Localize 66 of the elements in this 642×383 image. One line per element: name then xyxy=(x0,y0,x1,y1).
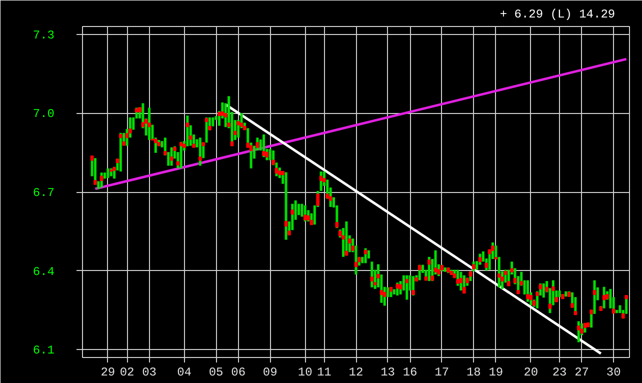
x-tick-label: 09 xyxy=(262,366,278,380)
x-tick-label: 03 xyxy=(142,366,156,380)
candlestick xyxy=(459,270,463,292)
x-tick-label: 10 xyxy=(298,366,312,380)
candlestick xyxy=(576,320,580,344)
candlestick xyxy=(462,274,466,294)
candlestick xyxy=(319,170,323,192)
x-tick-label: 02 xyxy=(120,366,134,380)
x-tick-label: 23 xyxy=(552,366,567,380)
candlestick xyxy=(456,268,460,288)
candlestick xyxy=(262,133,266,158)
candlestick xyxy=(592,279,596,316)
candlestick xyxy=(497,256,501,289)
x-tick-label: 04 xyxy=(177,366,192,380)
x-tick-label: 30 xyxy=(606,366,621,380)
y-tick-label: 6.1 xyxy=(32,344,55,358)
candlestick xyxy=(186,114,190,148)
x-tick-label: 12 xyxy=(348,366,364,380)
candlestick xyxy=(370,260,374,289)
candlestick xyxy=(418,264,422,282)
x-tick-label: 16 xyxy=(402,366,418,380)
y-tick-label: 7.3 xyxy=(32,28,55,42)
candlestick xyxy=(624,294,628,316)
candlestick xyxy=(478,252,482,266)
candlestick xyxy=(602,286,606,310)
x-tick-label: 29 xyxy=(100,366,116,380)
x-tick-label: 18 xyxy=(466,366,481,380)
y-tick-label: 6.4 xyxy=(32,264,55,279)
candlestick xyxy=(570,291,574,309)
candlestick xyxy=(472,260,476,273)
x-tick-label: 05 xyxy=(208,366,224,380)
candlestick xyxy=(100,171,104,189)
candlestick xyxy=(526,279,530,304)
x-tick-label: 20 xyxy=(524,366,538,380)
candlestick xyxy=(405,274,409,301)
candlestick xyxy=(344,220,348,257)
x-tick-label: 13 xyxy=(380,366,396,380)
candlestick xyxy=(434,249,438,276)
y-tick-label: 6.7 xyxy=(32,186,55,200)
candlestick xyxy=(204,116,208,144)
x-tick-label: 11 xyxy=(316,366,332,380)
x-tick-label: 06 xyxy=(231,366,246,380)
candlestick xyxy=(574,296,578,316)
candlestick xyxy=(412,274,415,297)
candlestick xyxy=(389,286,393,298)
candlestick xyxy=(118,132,122,173)
x-tick-label: 17 xyxy=(434,366,450,380)
candlestick xyxy=(148,106,151,142)
candlestick xyxy=(306,208,310,223)
candlestick xyxy=(90,154,94,178)
candlestick xyxy=(396,281,400,297)
x-tick-label: 19 xyxy=(488,366,504,380)
candlestick xyxy=(176,150,180,170)
candlestick xyxy=(198,136,202,167)
candlestick xyxy=(303,204,307,223)
candlestick xyxy=(170,146,174,167)
x-tick-label: 27 xyxy=(574,366,589,380)
candlestick xyxy=(94,156,97,186)
candlestick xyxy=(427,256,431,282)
candlestick xyxy=(290,202,294,232)
text: + 6.29 (L) 14.29 xyxy=(500,8,616,22)
candlestick xyxy=(583,322,587,334)
candlestick xyxy=(179,140,183,170)
candlestick xyxy=(398,280,402,296)
candlestick xyxy=(112,166,116,180)
y-tick-label: 7.0 xyxy=(32,107,55,122)
